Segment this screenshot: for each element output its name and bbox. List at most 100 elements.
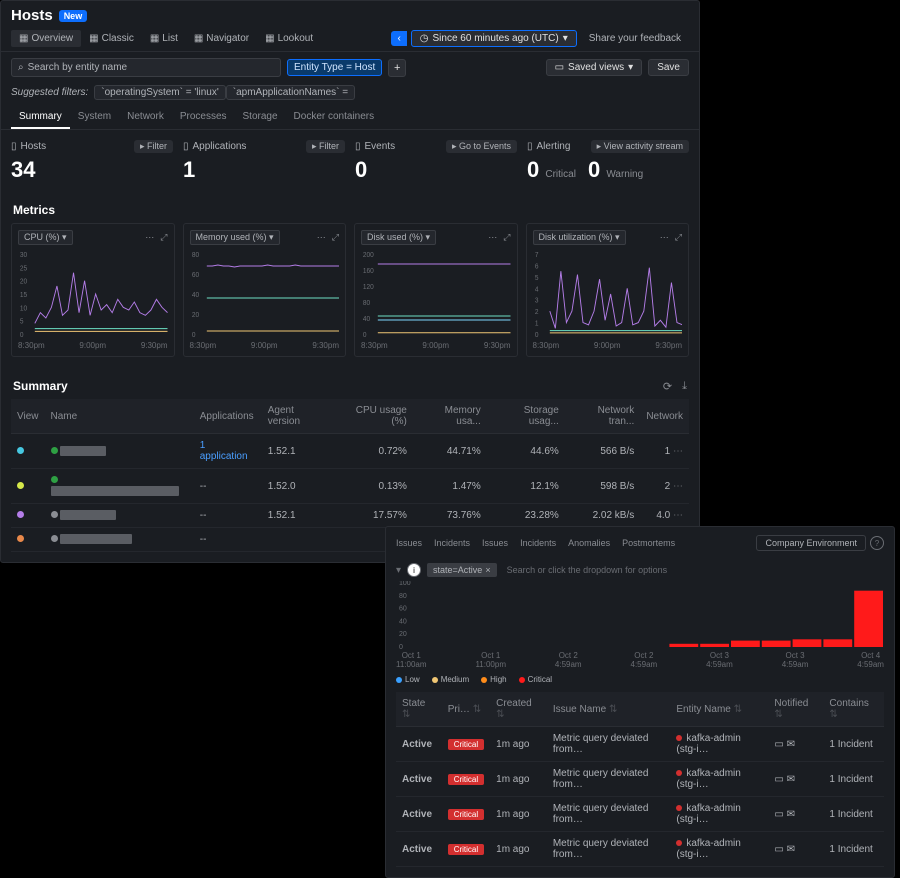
host-name-redacted — [51, 486, 179, 496]
more-icon[interactable]: ⋯ — [145, 232, 154, 243]
expand-icon[interactable]: ⤢ — [675, 232, 682, 243]
more-icon[interactable]: ⋯ — [673, 481, 683, 492]
search-icon: ⌕ — [18, 62, 24, 73]
help-icon[interactable]: ? — [870, 536, 884, 550]
chart-metric-select[interactable]: Memory used (%) ▾ — [190, 230, 280, 245]
chart-metric-select[interactable]: Disk used (%) ▾ — [361, 230, 436, 245]
time-prev-button[interactable]: ‹ — [391, 31, 406, 46]
state-chip[interactable]: state=Active × — [427, 563, 497, 577]
expand-icon[interactable]: ⤢ — [503, 232, 510, 243]
more-icon[interactable]: ⋯ — [317, 232, 326, 243]
mail-icon: ✉ — [787, 844, 795, 855]
apps-cell: -- — [194, 504, 262, 528]
svg-text:0: 0 — [20, 332, 24, 339]
col-header[interactable]: Created ⇅ — [490, 692, 547, 727]
more-icon[interactable]: ⋯ — [673, 510, 683, 521]
search-input[interactable]: ⌕ Search by entity name — [11, 58, 281, 77]
table-row[interactable]: Active Critical 1m ago Metric query devi… — [396, 727, 884, 762]
col-header[interactable]: Applications — [194, 399, 262, 434]
kpi-button[interactable]: ▸ View activity stream — [591, 140, 689, 153]
feedback-link[interactable]: Share your feedback — [581, 31, 689, 46]
viewmode-navigator[interactable]: ▦Navigator — [186, 30, 257, 47]
svg-text:20: 20 — [399, 631, 407, 638]
viewmode-classic[interactable]: ▦Classic — [81, 30, 142, 47]
clock-icon: ◷ — [420, 33, 429, 44]
svg-text:40: 40 — [363, 316, 370, 323]
chart-metric-select[interactable]: Disk utilization (%) ▾ — [533, 230, 626, 245]
col-header[interactable]: Pri… ⇅ — [442, 692, 490, 727]
col-header[interactable]: Network — [640, 399, 689, 434]
tab-storage[interactable]: Storage — [235, 106, 286, 129]
filter-icon[interactable]: ▾ — [396, 565, 401, 576]
expand-icon[interactable]: ⤢ — [332, 232, 339, 243]
col-header[interactable]: View — [11, 399, 45, 434]
more-icon[interactable]: ⋯ — [673, 446, 683, 457]
kpi-row: ▯Hosts ▸ Filter 34 ▯Applications ▸ Filte… — [1, 130, 699, 193]
kpi-button[interactable]: ▸ Go to Events — [446, 140, 517, 153]
col-header[interactable]: CPU usage (%) — [333, 399, 413, 434]
info-icon[interactable]: i — [407, 563, 421, 577]
col-header[interactable]: Notified ⇅ — [768, 692, 823, 727]
events-icon: ▯ — [355, 141, 361, 152]
viewmode-list[interactable]: ▦List — [142, 30, 186, 47]
close-icon[interactable]: × — [485, 565, 490, 575]
issues-search-input[interactable]: Search or click the dropdown for options — [503, 563, 884, 577]
kpi-button[interactable]: ▸ Filter — [134, 140, 173, 153]
more-icon[interactable]: ⋯ — [488, 232, 497, 243]
refresh-icon[interactable]: ⟳ — [663, 380, 672, 393]
timerange-button[interactable]: ◷ Since 60 minutes ago (UTC) ▾ — [411, 30, 577, 47]
col-header[interactable]: Issue Name ⇅ — [547, 692, 671, 727]
page-title: Hosts — [11, 7, 53, 24]
suggested-filter-chip[interactable]: `operatingSystem` = 'linux' — [94, 85, 225, 100]
sort-icon: ⇅ — [734, 704, 742, 715]
col-header[interactable]: Storage usag... — [487, 399, 565, 434]
view-mode-bar: ▦Overview▦Classic▦List▦Navigator▦Lookout… — [1, 30, 699, 52]
tab-processes[interactable]: Processes — [172, 106, 235, 129]
entity-type-chip[interactable]: Entity Type = Host — [287, 59, 382, 76]
table-row[interactable]: -- 1.52.0 0.13% 1.47% 12.1% 598 B/s 2 ⋯ — [11, 469, 689, 504]
download-icon[interactable]: ⤓ — [682, 380, 687, 393]
more-icon[interactable]: ⋯ — [660, 232, 669, 243]
saved-views-button[interactable]: ▭ Saved views ▾ — [546, 59, 643, 76]
table-row[interactable]: Active Critical 1m ago Metric query devi… — [396, 797, 884, 832]
expand-icon[interactable]: ⤢ — [160, 232, 167, 243]
issues-tab[interactable]: Anomalies — [568, 538, 610, 548]
issues-tab[interactable]: Incidents — [434, 538, 470, 548]
table-row[interactable]: -- 1.52.1 17.57% 73.76% 23.28% 2.02 kB/s… — [11, 504, 689, 528]
col-header[interactable]: Contains ⇅ — [823, 692, 884, 727]
col-header[interactable]: Name — [45, 399, 194, 434]
col-header[interactable]: State ⇅ — [396, 692, 442, 727]
issues-tab[interactable]: Issues — [396, 538, 422, 548]
tab-docker-containers[interactable]: Docker containers — [286, 106, 383, 129]
viewmode-overview[interactable]: ▦Overview — [11, 30, 81, 47]
issues-tab[interactable]: Issues — [482, 538, 508, 548]
chat-icon: ▭ — [774, 739, 783, 750]
table-row[interactable]: Active Critical 1m ago Metric query devi… — [396, 832, 884, 867]
kpi-button[interactable]: ▸ Filter — [306, 140, 345, 153]
issues-tab[interactable]: Postmortems — [622, 538, 675, 548]
xaxis-label: Oct 24:59am — [555, 651, 582, 669]
viewmode-lookout[interactable]: ▦Lookout — [257, 30, 321, 47]
col-header[interactable]: Network tran... — [565, 399, 640, 434]
tab-network[interactable]: Network — [119, 106, 172, 129]
suggested-filter-chip[interactable]: `apmApplicationNames` = — [226, 85, 355, 100]
col-header[interactable]: Agent version — [262, 399, 334, 434]
add-filter-button[interactable]: + — [388, 59, 406, 77]
save-button[interactable]: Save — [648, 59, 689, 76]
col-header[interactable]: Entity Name ⇅ — [670, 692, 768, 727]
svg-text:7: 7 — [534, 252, 538, 259]
tab-summary[interactable]: Summary — [11, 106, 70, 129]
table-row[interactable]: Active Critical 1m ago Metric query devi… — [396, 762, 884, 797]
svg-text:25: 25 — [20, 265, 27, 272]
tab-system[interactable]: System — [70, 106, 119, 129]
table-row[interactable]: 1 application 1.52.1 0.72% 44.71% 44.6% … — [11, 434, 689, 469]
view-dot — [17, 482, 24, 489]
environment-button[interactable]: Company Environment — [756, 535, 866, 551]
chart-metric-select[interactable]: CPU (%) ▾ — [18, 230, 73, 245]
col-header[interactable]: Memory usa... — [413, 399, 487, 434]
status-dot — [51, 511, 58, 518]
apps-cell[interactable]: 1 application — [194, 434, 262, 469]
priority-pill: Critical — [448, 774, 484, 785]
issues-tab[interactable]: Incidents — [520, 538, 556, 548]
svg-text:5: 5 — [20, 319, 24, 326]
